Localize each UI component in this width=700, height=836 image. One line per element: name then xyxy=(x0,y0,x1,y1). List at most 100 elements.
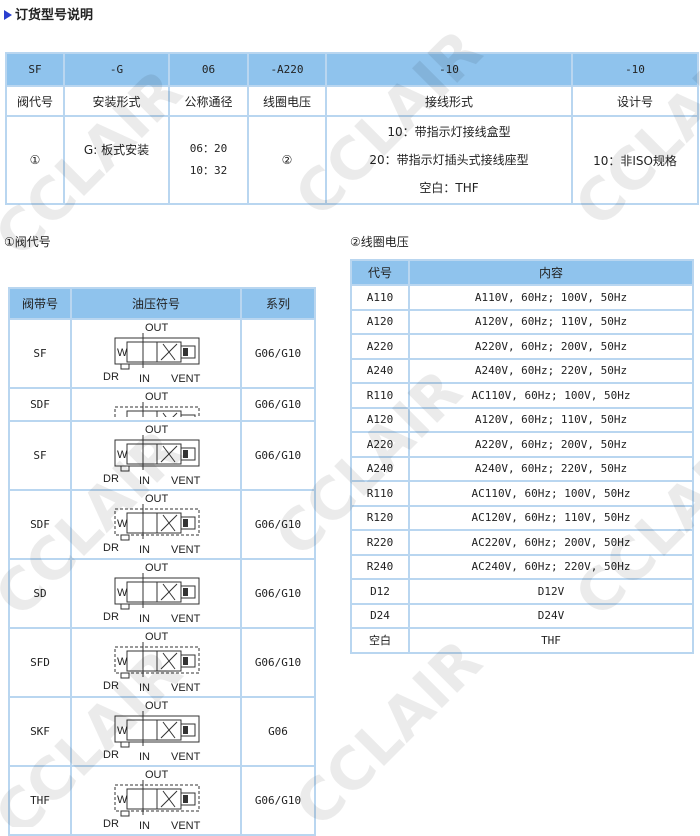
svg-text:VENT: VENT xyxy=(171,820,201,831)
svg-text:IN: IN xyxy=(139,544,150,555)
svg-text:IN: IN xyxy=(139,682,150,693)
header-cell: 阀代号 xyxy=(5,85,65,117)
svg-text:OUT: OUT xyxy=(145,322,169,334)
svg-text:VENT: VENT xyxy=(171,613,201,624)
svg-text:OUT: OUT xyxy=(145,391,169,403)
voltage-code: A110 xyxy=(350,284,410,311)
hydraulic-symbol-icon: OUT W DR IN VENT xyxy=(103,769,201,832)
voltage-row: D24 D24V xyxy=(350,602,694,629)
voltage-section-label: ②线圈电压 xyxy=(350,235,409,249)
voltage-content: AC240V, 60Hz; 220V, 50Hz xyxy=(408,553,694,580)
voltage-code: R220 xyxy=(350,529,410,556)
valve-row: SDF OUT W DR IN VENT G06/G10 xyxy=(8,489,316,560)
valve-series: G06/G10 xyxy=(240,765,316,836)
voltage-content: D12V xyxy=(408,578,694,605)
svg-text:VENT: VENT xyxy=(171,475,201,486)
valve-series: G06/G10 xyxy=(240,627,316,698)
valve-code: SDF xyxy=(8,489,72,560)
voltage-ref: ② xyxy=(247,115,327,205)
valve-row: SF OUT W DR IN VENT G06/G10 xyxy=(8,420,316,491)
voltage-content: A120V, 60Hz; 110V, 50Hz xyxy=(408,308,694,335)
hydraulic-symbol-icon: OUT W DR IN VENT xyxy=(103,631,201,694)
svg-text:VENT: VENT xyxy=(171,682,201,693)
valve-section-label: ①阀代号 xyxy=(4,235,51,249)
voltage-code: A240 xyxy=(350,455,410,482)
valve-series: G06 xyxy=(240,696,316,767)
valve-code: SD xyxy=(8,558,72,629)
voltage-row: A120 A120V, 60Hz; 110V, 50Hz xyxy=(350,406,694,433)
svg-text:DR: DR xyxy=(103,611,119,623)
voltage-content: A220V, 60Hz; 200V, 50Hz xyxy=(408,431,694,458)
header-cell: 安装形式 xyxy=(63,85,170,117)
valve-code: THF xyxy=(8,765,72,836)
voltage-row: R240 AC240V, 60Hz; 220V, 50Hz xyxy=(350,553,694,580)
svg-text:OUT: OUT xyxy=(145,631,169,643)
valve-row: SKF OUT W DR IN VENT G06 xyxy=(8,696,316,767)
design-desc: 10：非ISO规格 xyxy=(571,115,699,205)
voltage-content: A120V, 60Hz; 110V, 50Hz xyxy=(408,406,694,433)
order-code-table: SF -G 06 -A220 -10 -10 阀代号 安装形式 公称通径 线圈电… xyxy=(5,52,699,205)
svg-text:DR: DR xyxy=(103,473,119,485)
voltage-content: D24V xyxy=(408,602,694,629)
valve-ref: ① xyxy=(5,115,65,205)
voltage-code: A220 xyxy=(350,431,410,458)
valve-code: SFD xyxy=(8,627,72,698)
svg-text:W: W xyxy=(117,518,128,530)
svg-text:OUT: OUT xyxy=(145,493,169,505)
svg-text:IN: IN xyxy=(139,373,150,384)
valve-code: SKF xyxy=(8,696,72,767)
svg-text:OUT: OUT xyxy=(145,562,169,574)
voltage-code: A240 xyxy=(350,357,410,384)
voltage-row: A240 A240V, 60Hz; 220V, 50Hz xyxy=(350,455,694,482)
code-cell: 06 xyxy=(168,52,249,87)
svg-text:OUT: OUT xyxy=(145,769,169,781)
svg-text:W: W xyxy=(117,449,128,461)
voltage-content: A240V, 60Hz; 220V, 50Hz xyxy=(408,455,694,482)
valve-row: SF OUT W DR IN VENT G06/G10 xyxy=(8,318,316,389)
svg-text:IN: IN xyxy=(139,820,150,831)
voltage-row: R120 AC120V, 60Hz; 110V, 50Hz xyxy=(350,504,694,531)
svg-text:DR: DR xyxy=(103,371,119,383)
voltage-code: R120 xyxy=(350,504,410,531)
valve-code: SF xyxy=(8,318,72,389)
wiring-desc: 10：带指示灯接线盒型 20：带指示灯插头式接线座型 空白：THF xyxy=(325,115,573,205)
code-cell: -A220 xyxy=(247,52,327,87)
hydraulic-symbol-icon: OUT W DR IN VENT xyxy=(103,493,201,556)
svg-text:W: W xyxy=(117,347,128,359)
voltage-content: THF xyxy=(408,627,694,654)
voltage-content: A220V, 60Hz; 200V, 50Hz xyxy=(408,333,694,360)
voltage-code: A120 xyxy=(350,308,410,335)
svg-text:IN: IN xyxy=(139,475,150,486)
valve-series: G06/G10 xyxy=(240,489,316,560)
voltage-code: R110 xyxy=(350,382,410,409)
svg-text:W: W xyxy=(117,656,128,668)
voltage-row: R220 AC220V, 60Hz; 200V, 50Hz xyxy=(350,529,694,556)
header-cell: 公称通径 xyxy=(168,85,249,117)
svg-text:VENT: VENT xyxy=(171,544,201,555)
voltage-content: AC110V, 60Hz; 100V, 50Hz xyxy=(408,480,694,507)
valve-row: SFD OUT W DR IN VENT G06/G10 xyxy=(8,627,316,698)
voltage-row: A220 A220V, 60Hz; 200V, 50Hz xyxy=(350,431,694,458)
valve-series: G06/G10 xyxy=(240,558,316,629)
code-cell: -G xyxy=(63,52,170,87)
svg-text:W: W xyxy=(117,416,128,417)
valve-series: G06/G10 xyxy=(240,387,316,422)
hydraulic-symbol-icon: OUT W DR IN VENT xyxy=(103,424,201,487)
voltage-content: AC220V, 60Hz; 200V, 50Hz xyxy=(408,529,694,556)
svg-text:W: W xyxy=(117,794,128,806)
voltage-code: A220 xyxy=(350,333,410,360)
page-title: 订货型号说明 xyxy=(4,4,93,23)
header-cell: 线圈电压 xyxy=(247,85,327,117)
header-cell: 油压符号 xyxy=(70,287,242,320)
voltage-row: R110 AC110V, 60Hz; 100V, 50Hz xyxy=(350,382,694,409)
header-cell: 系列 xyxy=(240,287,316,320)
hydraulic-symbol-icon: OUT W DR IN VENT xyxy=(103,700,201,763)
voltage-row: A120 A120V, 60Hz; 110V, 50Hz xyxy=(350,308,694,335)
